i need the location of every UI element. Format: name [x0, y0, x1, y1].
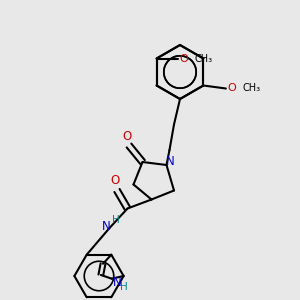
Text: CH₃: CH₃ [242, 83, 260, 93]
Text: H: H [112, 215, 119, 225]
Text: N: N [112, 276, 122, 289]
Text: N: N [102, 220, 111, 233]
Text: O: O [122, 130, 131, 142]
Text: N: N [166, 155, 175, 168]
Text: H: H [120, 282, 128, 292]
Text: O: O [227, 83, 236, 93]
Text: O: O [110, 175, 119, 188]
Text: CH₃: CH₃ [195, 53, 213, 64]
Text: O: O [180, 53, 188, 64]
